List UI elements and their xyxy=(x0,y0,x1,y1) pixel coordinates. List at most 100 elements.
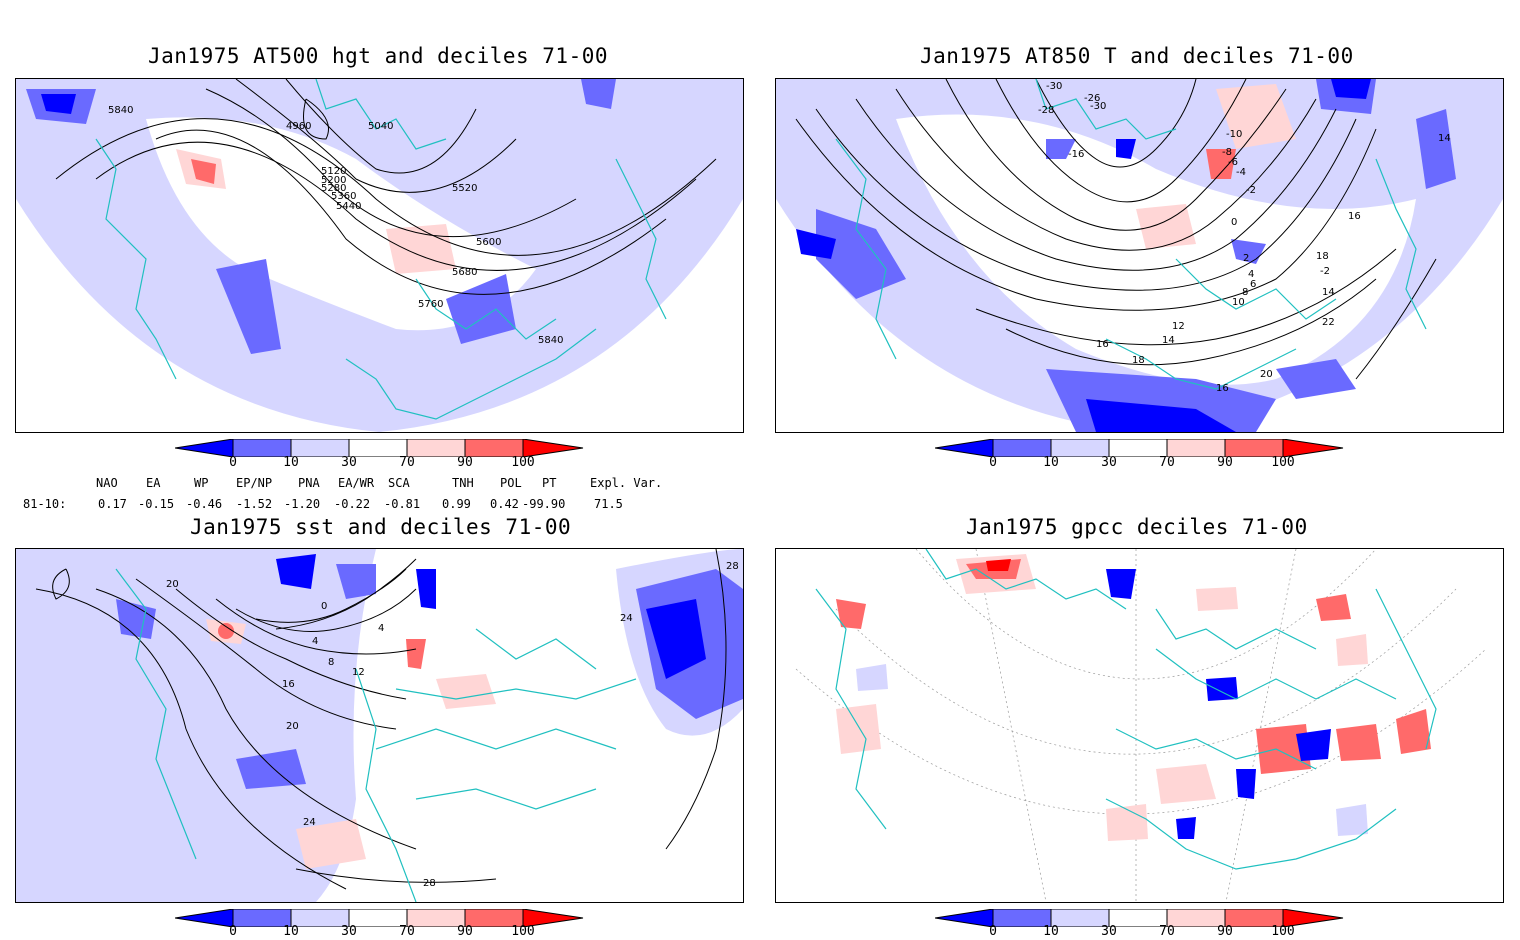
contour-label: 22 xyxy=(1322,317,1335,328)
contour-label: 20 xyxy=(286,721,299,732)
index-row-label: 81-10: xyxy=(23,497,67,511)
contour-label: -6 xyxy=(1228,157,1238,168)
index-header: TNH xyxy=(452,476,474,490)
map-t850: -30 -28 -26 -30 -16 -10 -8 -6 -4 -2 0 2 … xyxy=(775,78,1504,433)
index-header: PT xyxy=(542,476,557,490)
panel-title-gpcc: Jan1975 gpcc deciles 71-00 xyxy=(966,515,1308,539)
colorbar-tick: 90 xyxy=(1217,924,1233,939)
contour-label: 24 xyxy=(303,817,316,828)
colorbar-tick: 100 xyxy=(1271,455,1295,470)
index-value: 0.17 xyxy=(98,497,127,511)
contour-label: 24 xyxy=(620,613,633,624)
map-sst: 20 0 4 8 12 16 20 24 28 24 28 4 xyxy=(15,548,744,903)
colorbar-sst: 0 10 30 70 90 100 xyxy=(174,908,585,940)
colorbar-tick: 100 xyxy=(1271,924,1295,939)
contour-label: -16 xyxy=(1068,149,1084,160)
colorbar-tick: 70 xyxy=(399,924,415,939)
colorbar-tick: 10 xyxy=(1043,455,1059,470)
index-header: SCA xyxy=(388,476,410,490)
contour-label: -4 xyxy=(1236,167,1246,178)
contour-label: -28 xyxy=(1038,105,1054,116)
colorbar-tick: 10 xyxy=(1043,924,1059,939)
colorbar-tick: 0 xyxy=(989,924,997,939)
index-header: EP/NP xyxy=(236,476,273,490)
index-value: -0.81 xyxy=(384,497,421,511)
index-header: EA xyxy=(146,476,161,490)
contour-label: 16 xyxy=(1216,383,1229,394)
colorbar-hgt500: 0 10 30 70 90 100 xyxy=(174,438,585,475)
contour-label: -30 xyxy=(1046,81,1062,92)
contour-label: 6 xyxy=(1250,279,1256,290)
index-value: -0.46 xyxy=(186,497,223,511)
contour-label: 5760 xyxy=(418,299,443,310)
contour-label: 28 xyxy=(423,878,436,889)
colorbar-tick: 30 xyxy=(341,455,357,470)
contour-label: -8 xyxy=(1222,147,1232,158)
contour-label: 5120 xyxy=(321,166,346,177)
colorbar-tick: 10 xyxy=(283,455,299,470)
colorbar-tick: 70 xyxy=(399,455,415,470)
colorbar-t850: 0 10 30 70 90 100 xyxy=(934,438,1345,475)
index-value: 0.99 xyxy=(442,497,471,511)
contour-label: 28 xyxy=(726,561,739,572)
contour-label: 18 xyxy=(1132,355,1145,366)
contour-label: 12 xyxy=(1172,321,1185,332)
index-header: POL xyxy=(500,476,522,490)
colorbar-tick: 0 xyxy=(989,455,997,470)
contour-label: 5360 xyxy=(331,191,356,202)
index-value: -0.22 xyxy=(334,497,371,511)
map-gpcc xyxy=(775,548,1504,903)
index-header: EA/WR xyxy=(338,476,375,490)
contour-label: 4 xyxy=(312,636,318,647)
contour-label: 8 xyxy=(1242,287,1248,298)
contour-label: 16 xyxy=(1096,339,1109,350)
contour-label: 5280 xyxy=(321,183,346,194)
contour-label: 0 xyxy=(1231,217,1237,228)
contour-label: -26 xyxy=(1084,93,1100,104)
contour-label: 4 xyxy=(1248,269,1254,280)
contour-label: 16 xyxy=(1348,211,1361,222)
contour-label: -10 xyxy=(1226,129,1242,140)
contour-label: 5040 xyxy=(368,121,393,132)
index-value: 71.5 xyxy=(594,497,623,511)
colorbar-tick: 0 xyxy=(229,455,237,470)
colorbar-tick: 10 xyxy=(283,924,299,939)
contour-label: 14 xyxy=(1322,287,1335,298)
contour-label: 4960 xyxy=(286,121,311,132)
index-header: NAO xyxy=(96,476,118,490)
colorbar-tick: 70 xyxy=(1159,924,1175,939)
panel-title-hgt500: Jan1975 AT500 hgt and deciles 71-00 xyxy=(148,44,609,68)
contour-label: 5680 xyxy=(452,267,477,278)
colorbar-tick: 100 xyxy=(511,455,535,470)
contour-label: 12 xyxy=(352,667,365,678)
contour-label: 20 xyxy=(166,579,179,590)
colorbar-tick: 0 xyxy=(229,924,237,939)
colorbar-gpcc: 0 10 30 70 90 100 xyxy=(934,908,1345,940)
panel-title-t850: Jan1975 AT850 T and deciles 71-00 xyxy=(920,44,1354,68)
panel-title-sst: Jan1975 sst and deciles 71-00 xyxy=(190,515,572,539)
contour-label: 4 xyxy=(378,623,384,634)
index-value: -0.15 xyxy=(138,497,175,511)
contour-label: 14 xyxy=(1438,133,1451,144)
contour-label: 5520 xyxy=(452,183,477,194)
colorbar-tick: 70 xyxy=(1159,455,1175,470)
contour-label: 18 xyxy=(1316,251,1329,262)
colorbar-tick: 30 xyxy=(341,924,357,939)
colorbar-tick: 100 xyxy=(511,924,535,939)
contour-label: -30 xyxy=(1090,101,1106,112)
colorbar-tick: 30 xyxy=(1101,924,1117,939)
index-header: WP xyxy=(194,476,209,490)
contour-label: 20 xyxy=(1260,369,1273,380)
map-hgt500: 5840 4960 5040 5120 5200 5280 5360 5440 … xyxy=(15,78,744,433)
contour-label: 5840 xyxy=(108,105,133,116)
contour-label: 5200 xyxy=(321,175,346,186)
index-header: PNA xyxy=(298,476,320,490)
contour-label: -2 xyxy=(1246,185,1256,196)
colorbar-tick: 90 xyxy=(1217,455,1233,470)
contour-label: 5840 xyxy=(538,335,563,346)
colorbar-tick: 90 xyxy=(457,455,473,470)
contour-label: 10 xyxy=(1232,297,1245,308)
contour-label: 0 xyxy=(321,601,327,612)
contour-label: 8 xyxy=(328,657,334,668)
index-value: -99.90 xyxy=(522,497,566,511)
